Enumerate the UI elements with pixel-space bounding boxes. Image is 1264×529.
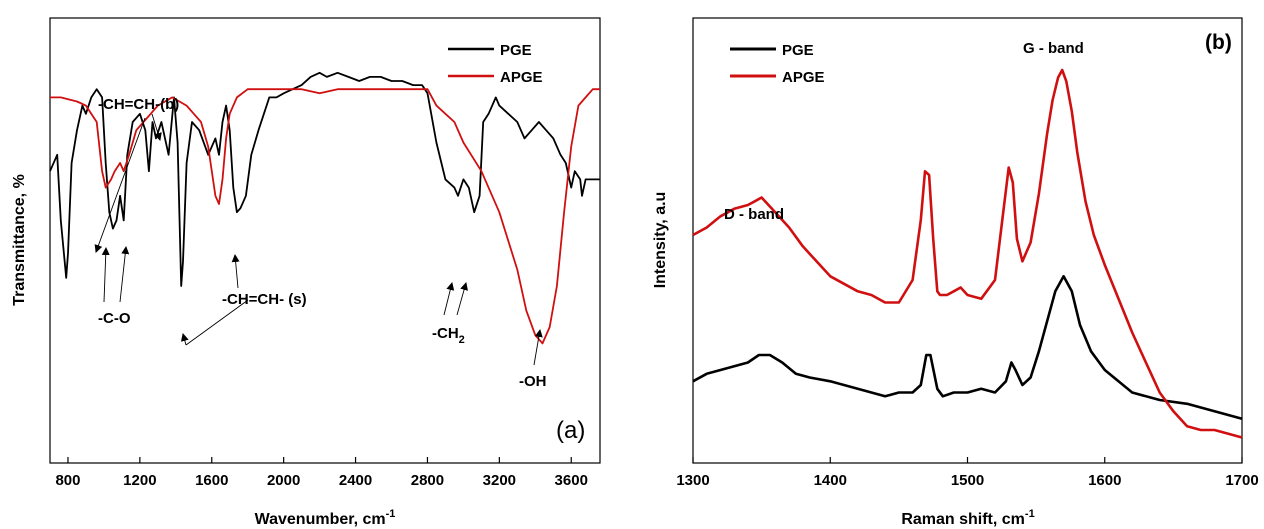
panel-a-legend: PGE APGE bbox=[448, 42, 543, 86]
annotation-c-o: -C-O bbox=[98, 310, 131, 327]
x-tick-label: 3200 bbox=[483, 472, 516, 489]
panel-b-raman-chart: 1300 1400 1500 1600 1700 PGE APGE D - band G… bbox=[652, 18, 1259, 528]
annotation-ch-ch-stretching: -CH=CH- (s) bbox=[222, 291, 307, 308]
panel-b-label: (b) bbox=[1205, 31, 1232, 54]
legend-label-apge: APGE bbox=[500, 69, 543, 86]
x-tick-label: 1500 bbox=[951, 472, 984, 489]
legend-label-pge: PGE bbox=[500, 42, 532, 59]
x-tick-label: 1700 bbox=[1225, 472, 1258, 489]
annotation-ch2-sub: 2 bbox=[459, 334, 465, 346]
x-tick-label: 2000 bbox=[267, 472, 300, 489]
panel-b-x-axis-label: Raman shift, cm-1 bbox=[901, 508, 1034, 528]
series-line-apge bbox=[693, 70, 1242, 438]
series-line-pge bbox=[693, 276, 1242, 419]
x-tick-label: 1300 bbox=[676, 472, 709, 489]
panel-a-series bbox=[50, 73, 600, 344]
panel-b-series bbox=[693, 70, 1242, 438]
panel-b-x-ticks: 1300 1400 1500 1600 1700 bbox=[676, 457, 1258, 489]
annotation-oh: -OH bbox=[519, 373, 547, 390]
annotation-ch-ch-bending: -CH=CH-(b) bbox=[98, 96, 179, 113]
panel-a-x-axis-label-text: Wavenumber, cm bbox=[255, 511, 386, 528]
panel-a-x-axis-label: Wavenumber, cm-1 bbox=[255, 508, 396, 528]
x-tick-label: 1600 bbox=[1088, 472, 1121, 489]
legend-label-apge: APGE bbox=[782, 69, 825, 86]
x-tick-label: 2800 bbox=[411, 472, 444, 489]
panel-a-label: (a) bbox=[556, 417, 585, 444]
panel-b-legend: PGE APGE bbox=[730, 42, 825, 86]
annotation-ch2: -CH2 bbox=[432, 325, 465, 346]
panel-a-x-axis-label-sup: -1 bbox=[386, 508, 396, 520]
annotation-g-band: G - band bbox=[1023, 40, 1084, 57]
panel-a-y-axis-label: Transmittance, % bbox=[11, 174, 28, 306]
annotation-ch2-text: -CH bbox=[432, 325, 459, 342]
legend-label-pge: PGE bbox=[782, 42, 814, 59]
panel-b-y-axis-label: Intensity, a.u bbox=[652, 192, 669, 289]
x-tick-label: 1600 bbox=[195, 472, 228, 489]
x-tick-label: 1400 bbox=[814, 472, 847, 489]
arrow-ch-ch-b-start bbox=[96, 118, 145, 252]
annotation-d-band: D - band bbox=[724, 206, 784, 223]
panel-a-annotation-arrows bbox=[96, 114, 540, 365]
panel-a-x-ticks: 800 1200 1600 2000 2400 2800 3200 3600 bbox=[55, 457, 587, 489]
panel-b-x-axis-label-sup: -1 bbox=[1025, 508, 1035, 520]
x-tick-label: 3600 bbox=[555, 472, 588, 489]
panel-a-ftir-chart: 800 1200 1600 2000 2400 2800 3200 3600 PGE APGE… bbox=[11, 18, 600, 528]
x-tick-label: 1200 bbox=[123, 472, 156, 489]
x-tick-label: 2400 bbox=[339, 472, 372, 489]
panel-b-plot-frame bbox=[693, 18, 1242, 463]
x-tick-label: 800 bbox=[55, 472, 80, 489]
panel-b-x-axis-label-text: Raman shift, cm bbox=[901, 511, 1025, 528]
